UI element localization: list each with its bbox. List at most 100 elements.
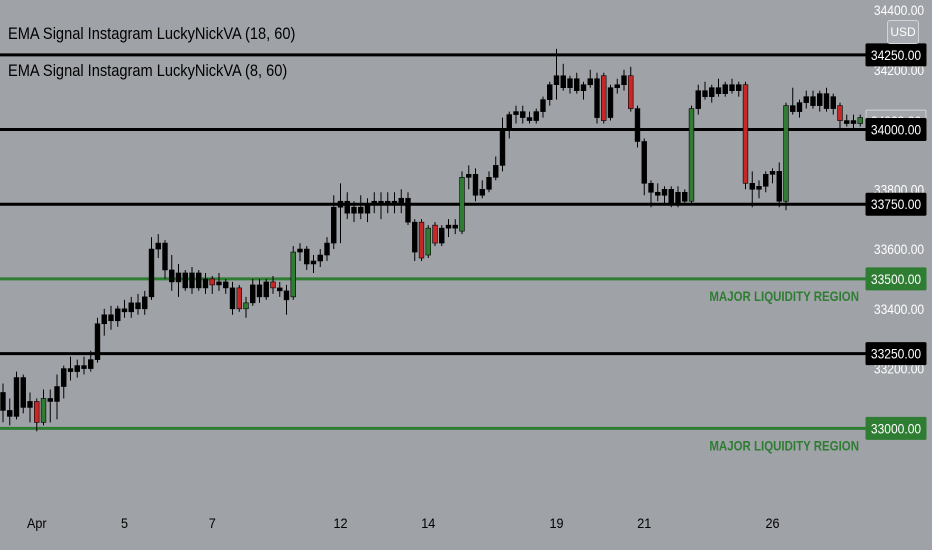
candle-body: [533, 111, 539, 121]
candle-body: [803, 96, 809, 103]
candle-body: [614, 84, 620, 88]
candle-body: [790, 105, 796, 112]
candle-body: [688, 108, 695, 202]
candle-body: [607, 87, 614, 118]
candle-body: [209, 278, 215, 286]
candle-body: [270, 281, 276, 289]
candle-body: [850, 120, 857, 124]
candle-body: [135, 302, 141, 310]
candle-body: [668, 188, 674, 205]
price-tag-label: 33750.00: [871, 196, 921, 212]
candle-body: [587, 78, 593, 86]
candle-body: [169, 269, 175, 283]
candle-body: [459, 177, 465, 232]
candle-body: [67, 368, 74, 372]
candle-body: [115, 308, 121, 322]
level-tags: 34250.0034028.2634000.0033750.0033500.00…: [709, 43, 927, 454]
x-tick-label: 21: [637, 515, 651, 531]
candle-body: [513, 111, 519, 115]
y-tick-label: 34400.00: [874, 2, 924, 18]
candles: [0, 48, 863, 432]
candle-body: [229, 287, 236, 310]
candle-body: [7, 410, 13, 417]
candle-body: [472, 174, 479, 196]
candle-body: [162, 242, 168, 271]
candle-body: [331, 206, 337, 244]
candle-body: [452, 224, 458, 229]
candle-body: [324, 242, 330, 256]
candle-body: [20, 377, 26, 408]
candle-body: [499, 129, 506, 166]
candle-body: [722, 84, 728, 94]
candle-body: [763, 174, 769, 187]
candle-body: [283, 290, 290, 301]
candle-body: [675, 191, 681, 205]
candle-body: [837, 105, 843, 121]
candle-body: [709, 87, 715, 97]
candle-body: [736, 84, 742, 91]
candle-body: [317, 254, 323, 262]
candle-body: [371, 200, 377, 205]
liquidity-region-label: MAJOR LIQUIDITY REGION: [709, 437, 859, 453]
candle-body: [715, 87, 722, 94]
candle-body: [364, 203, 371, 214]
candle-body: [358, 206, 364, 214]
candle-body: [425, 227, 431, 256]
candle-body: [216, 281, 222, 286]
candle-body: [756, 186, 762, 190]
candle-body: [796, 102, 803, 112]
candle-body: [479, 188, 485, 196]
level-lines: [0, 53, 866, 430]
currency-button[interactable]: USD: [887, 20, 919, 44]
candle-body: [749, 183, 755, 190]
candle-body: [0, 392, 6, 411]
candle-body: [148, 248, 155, 298]
candle-body: [304, 248, 310, 265]
candle-body: [783, 105, 789, 202]
x-tick-label: 26: [766, 515, 780, 531]
candle-body: [567, 78, 573, 88]
candle-body: [560, 75, 566, 88]
indicator-legend-2[interactable]: EMA Signal Instagram LuckyNickVA (8, 60): [8, 61, 288, 80]
y-tick-label: 33600.00: [874, 241, 924, 257]
candle-body: [391, 200, 398, 205]
candle-body: [277, 287, 283, 292]
candle-body: [108, 314, 114, 322]
candle-body: [621, 75, 627, 86]
x-tick-label: 5: [121, 515, 128, 531]
candle-body: [857, 117, 863, 124]
candle-body: [661, 188, 668, 196]
candle-body: [769, 171, 776, 175]
candle-body: [13, 377, 20, 417]
candle-body: [263, 281, 269, 298]
candle-body: [196, 272, 202, 289]
price-tag-bg: [865, 118, 927, 142]
price-tag-label: 33250.00: [871, 346, 921, 362]
candle-body: [553, 75, 560, 86]
candle-body: [506, 114, 512, 130]
candle-body: [344, 200, 350, 214]
candle-body: [574, 78, 580, 91]
x-tick-label: 7: [209, 515, 216, 531]
candle-body: [236, 287, 242, 310]
liquidity-region-label: MAJOR LIQUIDITY REGION: [709, 288, 859, 304]
y-tick-label: 33400.00: [874, 301, 924, 317]
candle-body: [385, 200, 391, 205]
candle-body: [547, 84, 553, 100]
candle-body: [628, 75, 634, 109]
candle-body: [398, 197, 404, 205]
x-tick-label: Apr: [27, 515, 47, 531]
candle-body: [742, 84, 749, 184]
candle-body: [40, 398, 47, 423]
candle-body: [580, 84, 587, 91]
candle-body: [634, 108, 641, 142]
indicator-legend-1[interactable]: EMA Signal Instagram LuckyNickVA (18, 60…: [8, 24, 296, 43]
candle-body: [817, 93, 823, 106]
candle-body: [256, 284, 263, 298]
candle-body: [351, 206, 357, 214]
candle-body: [297, 248, 303, 253]
candle-body: [175, 272, 182, 283]
price-tag-bg: [865, 192, 927, 216]
candle-body: [439, 227, 445, 244]
